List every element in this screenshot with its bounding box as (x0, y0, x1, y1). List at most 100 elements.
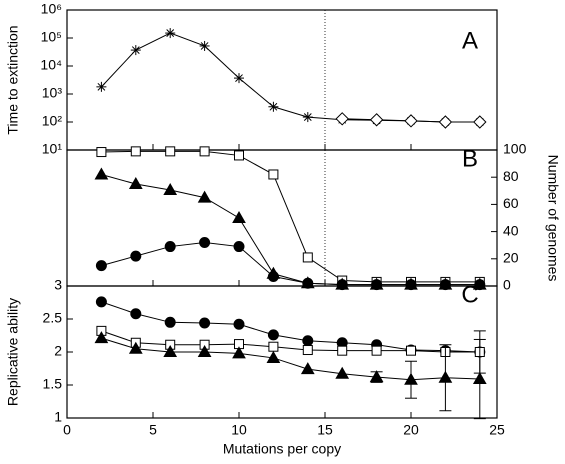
marker (266, 350, 281, 363)
marker (268, 341, 279, 352)
marker (335, 112, 349, 126)
marker (369, 113, 384, 127)
marker (369, 370, 384, 383)
panel-frame (66, 149, 498, 287)
y-axis-label: Replicative ability (5, 298, 21, 406)
marker (197, 344, 212, 357)
marker (232, 210, 246, 223)
marker (130, 146, 141, 157)
marker-stroke (269, 102, 278, 111)
marker (165, 28, 176, 39)
x-tick-label: 10 (231, 422, 247, 438)
marker (438, 115, 453, 129)
marker-stroke (166, 29, 175, 37)
y-tick-label: 2.5 (43, 310, 63, 326)
y-tick-label: 1.5 (43, 376, 63, 392)
series-line (101, 330, 480, 353)
y-tick-label: 60 (503, 195, 519, 211)
marker (300, 362, 315, 375)
y-tick-label: 1 (54, 409, 62, 425)
marker (163, 182, 178, 195)
marker (302, 252, 313, 263)
marker (267, 329, 279, 341)
marker (405, 279, 417, 291)
marker (438, 370, 453, 383)
y-tick-label: 2 (54, 343, 62, 359)
series-line (101, 337, 480, 381)
marker (267, 270, 279, 282)
series-line (101, 150, 480, 283)
marker (268, 101, 279, 112)
marker (163, 344, 178, 357)
panel-label: C (461, 281, 478, 308)
y-tick-label: 10¹ (42, 141, 63, 157)
panel-label: A (462, 27, 478, 54)
marker (337, 345, 348, 356)
marker (302, 112, 313, 123)
marker (232, 346, 246, 359)
panel-label: B (462, 145, 478, 172)
marker (302, 277, 314, 289)
marker (233, 241, 245, 253)
y-tick-label: 10³ (42, 85, 63, 101)
series-line (101, 32, 480, 123)
marker (130, 45, 141, 56)
panel-frame (66, 9, 498, 151)
x-tick-label: 0 (63, 422, 71, 438)
y-tick-label: 100 (503, 141, 527, 157)
marker (233, 318, 245, 330)
y-tick-label: 3 (54, 277, 62, 293)
marker-stroke (235, 74, 243, 82)
series-line (101, 173, 480, 286)
marker (96, 147, 107, 158)
marker-stroke (303, 113, 312, 121)
marker (371, 345, 382, 356)
series-line (101, 241, 480, 286)
x-tick-label: 25 (489, 422, 505, 438)
marker (199, 317, 211, 329)
x-tick-label: 20 (403, 422, 419, 438)
marker (234, 150, 244, 161)
marker (164, 241, 176, 253)
marker (404, 114, 418, 128)
y-tick-label: 40 (503, 222, 519, 238)
marker (234, 73, 244, 84)
marker (336, 279, 348, 291)
x-axis-label: Mutations per copy (223, 441, 341, 457)
marker (197, 190, 212, 203)
y-tick-label: 0 (503, 277, 511, 293)
marker (406, 345, 416, 356)
marker (404, 372, 418, 385)
x-tick-label: 5 (149, 422, 157, 438)
marker (130, 308, 142, 320)
marker (199, 40, 210, 51)
marker (268, 169, 279, 180)
x-tick-label: 15 (317, 422, 333, 438)
marker (335, 366, 350, 379)
marker-stroke (97, 82, 106, 91)
marker-stroke (200, 42, 209, 50)
y-tick-label: 80 (503, 168, 519, 184)
y-tick-label: 10⁵ (41, 29, 62, 45)
series-line (101, 301, 480, 353)
marker (473, 115, 487, 129)
marker (165, 146, 176, 157)
marker (302, 335, 314, 347)
marker (94, 331, 109, 344)
y-axis-label: Number of genomes (545, 155, 561, 282)
marker (371, 279, 383, 291)
marker (439, 279, 451, 291)
marker (302, 345, 313, 356)
marker (94, 167, 109, 180)
marker (164, 316, 176, 328)
marker (128, 341, 143, 354)
marker (130, 250, 142, 262)
y-tick-label: 10⁶ (41, 1, 62, 17)
marker (95, 260, 107, 272)
y-tick-label: 10² (42, 113, 63, 129)
y-tick-label: 20 (503, 250, 519, 266)
marker (95, 296, 107, 308)
marker (199, 236, 211, 248)
marker (472, 372, 487, 385)
